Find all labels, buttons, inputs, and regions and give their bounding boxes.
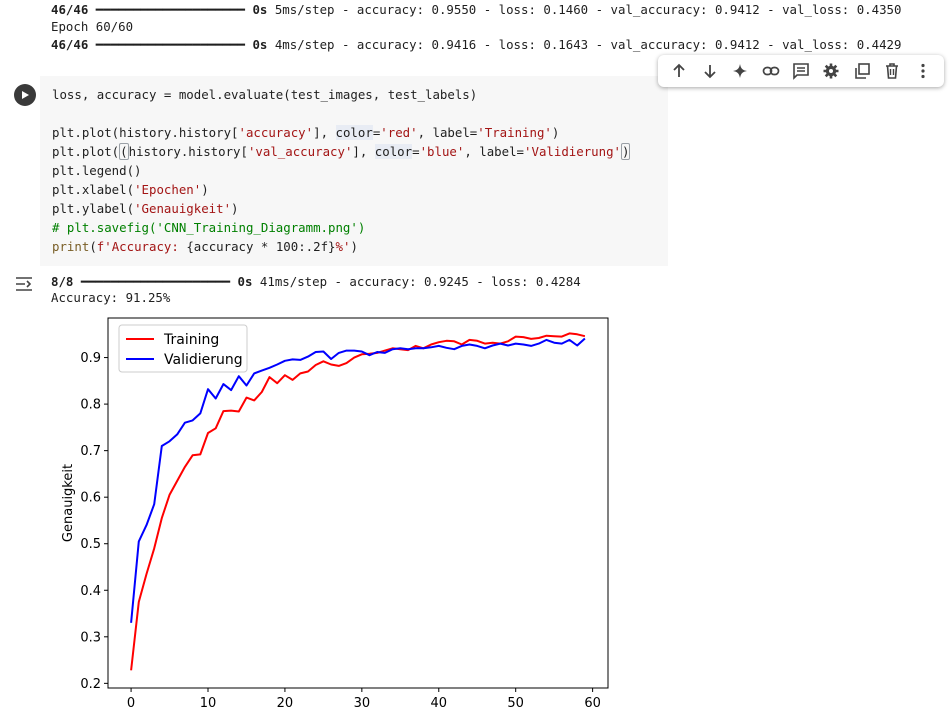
accuracy-chart: 0 10 20 30 40 50 60 0.2 0.3 0.4 0.5 0.6 0.7 0.8 0.9 Gen… [61,317,609,711]
move-cell-up-button[interactable] [664,57,694,85]
code-line-1: loss, accuracy = model.evaluate(test_ima… [52,87,478,102]
progress-bar: ━━━━━━━━━━━━━━━━━━━━ [95,37,245,52]
cell-toolbar [658,55,944,87]
run-cell-button[interactable] [14,84,36,106]
x-tick-label: 0 [127,696,135,711]
more-actions-button[interactable] [908,57,938,85]
epoch-line: Epoch 60/60 [51,19,134,34]
code-line-6: plt.xlabel('Epochen') [52,182,209,197]
copy-link-button[interactable] [755,57,785,85]
metrics-text: 41ms/step - accuracy: 0.9245 - loss: 0.4… [252,274,581,289]
cell-settings-button[interactable] [816,57,846,85]
trash-icon [886,63,899,79]
link-icon [762,66,779,76]
output-toggle-button[interactable] [14,275,34,293]
plot-area [107,317,609,689]
arrow-up-icon [673,63,685,77]
arrow-down-icon [704,65,716,79]
training-progress-line-2: 46/46 ━━━━━━━━━━━━━━━━━━━━ 0s 4ms/step -… [51,35,901,54]
metrics-text: 5ms/step - accuracy: 0.9550 - loss: 0.14… [267,2,902,17]
steps-count: 46/46 [51,37,89,52]
code-editor[interactable] [40,76,668,266]
mirror-cell-icon [855,63,870,79]
more-vert-icon [921,63,925,79]
series-line-training [130,332,586,671]
y-tick-label: 0.6 [80,491,101,506]
code-line-5: plt.legend() [52,163,142,178]
comment-icon [793,63,809,80]
output-collapse-icon [16,277,32,291]
step-time: 0s [252,37,268,52]
code-line-8-comment: # plt.savefig('CNN_Training_Diagramm.png… [52,220,366,235]
gear-icon [823,63,839,79]
x-tick-label: 30 [354,696,371,711]
accuracy-output: Accuracy: 91.25% [51,290,171,305]
add-comment-button[interactable] [786,57,816,85]
y-tick-label: 0.2 [80,677,101,692]
delete-cell-button[interactable] [877,57,907,85]
x-tick-label: 20 [277,696,294,711]
previous-cell-output: 46/46 ━━━━━━━━━━━━━━━━━━━━ 0s 5ms/step -… [0,0,952,62]
y-tick-label: 0.5 [80,537,101,552]
x-tick-label: 10 [200,696,217,711]
y-tick-label: 0.4 [80,584,101,599]
training-progress-line-1: 46/46 ━━━━━━━━━━━━━━━━━━━━ 0s 5ms/step -… [51,0,901,19]
progress-bar: ━━━━━━━━━━━━━━━━━━━━ [95,2,245,17]
metrics-text: 4ms/step - accuracy: 0.9416 - loss: 0.16… [267,37,902,52]
x-tick-label: 50 [507,696,524,711]
move-cell-down-button[interactable] [694,57,724,85]
y-tick-label: 0.9 [80,351,101,366]
legend-label-training: Training [163,332,219,348]
y-tick-label: 0.7 [80,444,101,459]
steps-count: 8/8 [51,274,74,289]
code-line-7: plt.ylabel('Genauigkeit') [52,201,239,216]
code-line-4: plt.plot((history.history['val_accuracy'… [52,143,631,160]
evaluate-progress-line: 8/8 ━━━━━━━━━━━━━━━━━━━━ 0s 41ms/step - … [51,272,581,291]
code-line-9: print(f'Accuracy: {accuracy * 100:.2f}%'… [52,239,358,254]
legend-box [118,324,248,373]
code-cell[interactable] [0,70,952,267]
steps-count: 46/46 [51,2,89,17]
y-axis-label: Genauigkeit [61,464,76,542]
play-icon [22,91,29,99]
legend-label-validierung: Validierung [164,352,243,368]
x-tick-label: 40 [430,696,447,711]
y-tick-label: 0.3 [80,630,101,645]
sparkle-icon [733,64,748,78]
step-time: 0s [252,2,268,17]
mirror-cell-button[interactable] [847,57,877,85]
y-tick-label: 0.8 [80,398,101,413]
x-tick-label: 60 [584,696,601,711]
series-line-validierung [130,337,586,623]
step-time: 0s [237,274,253,289]
code-line-3: plt.plot(history.history['accuracy'], co… [52,125,560,140]
progress-bar: ━━━━━━━━━━━━━━━━━━━━ [80,274,231,289]
gemini-button[interactable] [725,57,755,85]
